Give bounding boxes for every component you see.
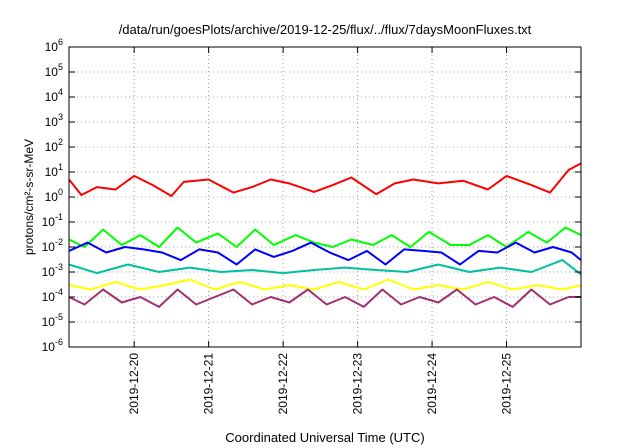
series-line — [68, 259, 582, 276]
x-tick-label: 2019-12-21 — [202, 353, 216, 415]
x-tick-label: 2019-12-20 — [127, 353, 141, 415]
y-tick-label: 103 — [45, 112, 63, 129]
y-tick-label: 10-1 — [42, 212, 63, 229]
series-line — [68, 241, 582, 266]
x-axis: 2019-12-20 2019-12-21 2019-12-22 2019-12-23… — [127, 47, 514, 415]
x-axis-label: Coordinated Universal Time (UTC) — [225, 430, 424, 445]
series-line — [68, 226, 582, 248]
y-tick-label: 10-3 — [42, 262, 63, 279]
y-tick-label: 10-4 — [42, 287, 63, 304]
plot-grid — [69, 47, 581, 347]
y-tick-label: 10-6 — [42, 337, 63, 354]
y-tick-label: 105 — [45, 62, 63, 79]
x-tick-label: 2019-12-24 — [425, 353, 439, 415]
y-tick-label: 106 — [45, 37, 63, 54]
y-axis: 10-6 10-5 10-4 10-3 10-2 10-1 100 101 102 103 104 1… — [42, 37, 581, 354]
x-tick-label: 2019-12-22 — [276, 353, 290, 415]
y-tick-label: 104 — [45, 87, 63, 104]
series-line — [68, 288, 581, 308]
flux-series — [68, 162, 582, 308]
y-tick-label: 10-2 — [42, 237, 63, 254]
y-axis-label: protons/cm²-s-sr-MeV — [22, 139, 36, 255]
y-tick-label: 101 — [45, 162, 63, 179]
series-line — [68, 278, 582, 291]
series-line — [68, 162, 582, 197]
y-tick-label: 10-5 — [42, 312, 63, 329]
x-tick-label: 2019-12-25 — [500, 353, 514, 415]
chart-title: /data/run/goesPlots/archive/2019-12-25/f… — [119, 22, 532, 37]
x-tick-label: 2019-12-23 — [351, 353, 365, 415]
y-tick-label: 102 — [45, 137, 63, 154]
y-tick-label: 100 — [45, 187, 63, 204]
